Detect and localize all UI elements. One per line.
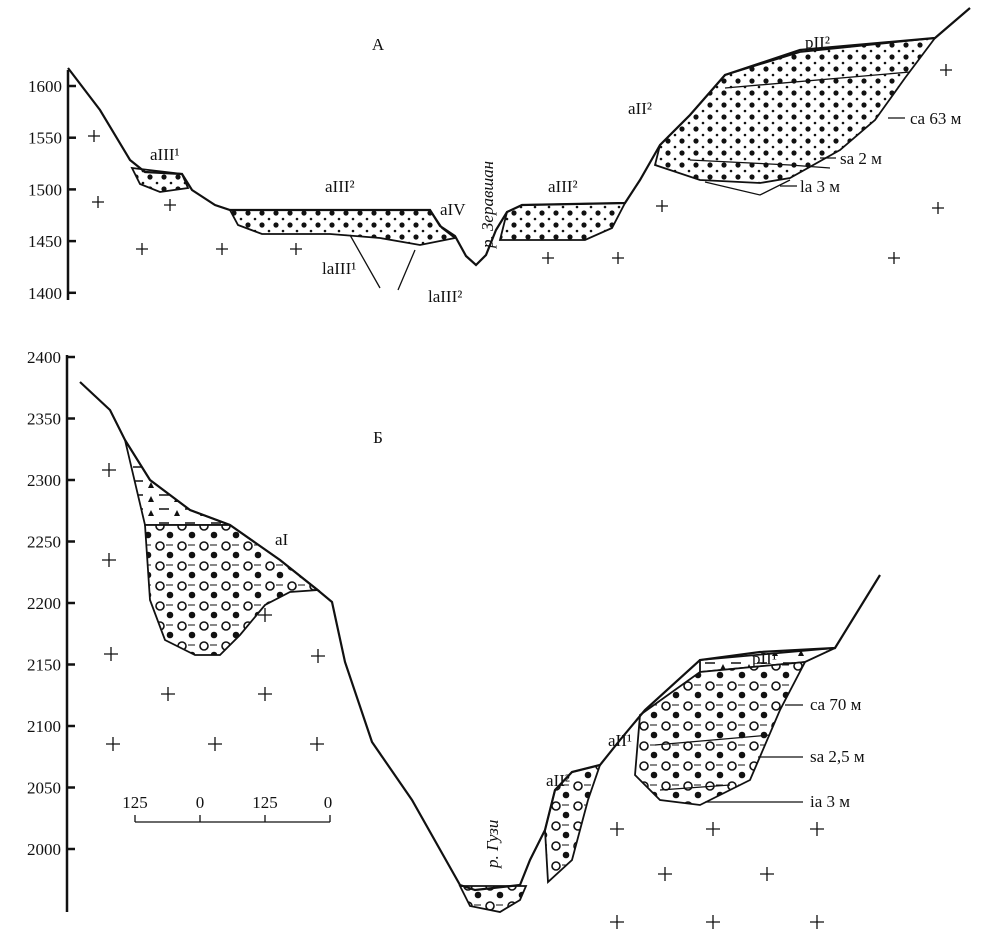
panel-a: 1600 1550 1500 1450 1400 А aIII¹ aIII² aIV l… [28, 7, 971, 306]
profile [67, 7, 971, 267]
tick-label: 2150 [27, 656, 61, 675]
deposit [458, 885, 528, 913]
scale-label: 0 [324, 793, 333, 812]
tick-label: 2250 [27, 533, 61, 552]
y-ticks: 1600 1550 1500 1450 1400 [28, 77, 76, 303]
tick-label: 1450 [28, 232, 62, 251]
label: aIII² [325, 177, 355, 196]
y-ticks: 2400 2350 2300 2250 2200 2150 2100 2050 2000 [27, 348, 75, 859]
bedrock-crosses [88, 64, 952, 264]
label: pII¹ [752, 649, 777, 668]
scale-label: 125 [122, 793, 148, 812]
layer-lines [349, 71, 911, 291]
tick-label: 2100 [27, 717, 61, 736]
tick-label: 1600 [28, 77, 62, 96]
label: sa 2,5 м [810, 747, 865, 766]
label: laIII¹ [322, 259, 356, 278]
tick-label: 2000 [27, 840, 61, 859]
deposit [130, 166, 190, 193]
bedrock-crosses [102, 463, 824, 929]
label: ia 3 м [810, 792, 850, 811]
leaders [705, 704, 803, 803]
deposit [228, 209, 458, 246]
scale-label: 0 [196, 793, 205, 812]
label: ca 63 м [910, 109, 962, 128]
tick-label: 2300 [27, 471, 61, 490]
leaders [780, 117, 905, 187]
tick-label: 2400 [27, 348, 61, 367]
tick-label: 1550 [28, 129, 62, 148]
label: aII² [628, 99, 652, 118]
river-label: р. Зеравшан [478, 161, 497, 249]
tick-label: 2200 [27, 594, 61, 613]
deposit [634, 660, 807, 806]
label: la 3 м [800, 177, 840, 196]
layer-lines [654, 734, 771, 791]
panel-b: 2400 2350 2300 2250 2200 2150 2100 2050 2000 Б 1… [27, 348, 881, 929]
label: pII² [805, 33, 830, 52]
deposit [144, 524, 321, 656]
panel-title: Б [373, 428, 383, 447]
label: aII¹ [608, 731, 632, 750]
label: aIV [440, 200, 466, 219]
tick-label: 2050 [27, 779, 61, 798]
deposit [653, 36, 937, 184]
tick-label: 1400 [28, 284, 62, 303]
label: sa 2 м [840, 149, 882, 168]
scale-ticks [134, 815, 331, 822]
label: ca 70 м [810, 695, 862, 714]
tick-label: 2350 [27, 410, 61, 429]
panel-title: А [372, 35, 385, 54]
river-label: р. Гузи [483, 820, 502, 869]
deposit [124, 439, 231, 526]
label: aI [275, 530, 289, 549]
tick-label: 1500 [28, 180, 62, 199]
label: aII² [546, 771, 570, 790]
label: laIII² [428, 287, 462, 306]
scale-label: 125 [252, 793, 278, 812]
label: aIII² [548, 177, 578, 196]
label: aIII¹ [150, 145, 180, 164]
profile [79, 381, 881, 892]
deposit [498, 202, 627, 241]
